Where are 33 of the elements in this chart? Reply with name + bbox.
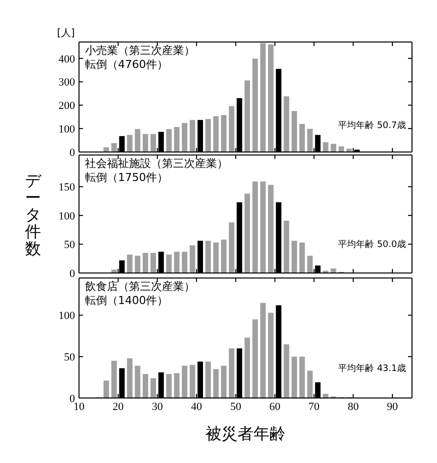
annotation: 平均年齢 50.0歳 [338,238,406,251]
y-tick-label: 0 [70,392,76,405]
x-tick-label: 80 [348,400,360,413]
x-tick-label: 90 [386,400,398,413]
y-tick-label: 50 [64,239,76,252]
y-tick-label: 0 [70,268,76,280]
y-tick-label: 400 [58,53,76,66]
x-tick-label: 10 [74,400,85,413]
y-tick-label: 100 [58,124,76,136]
y-tick-label: 50 [64,352,76,364]
y-tick-label: 150 [58,182,76,194]
text: 転倒（1750件） [85,171,169,185]
annotation: 平均年齢 43.1歳 [338,362,406,375]
x-tick-label: 70 [308,400,320,413]
y-axis-title: データ件数 [24,171,42,258]
chart-title: 小売業（第三次産業） [85,44,195,58]
text: [人] [57,27,75,40]
x-tick-label: 40 [191,400,203,413]
x-tick-label: 60 [269,400,281,413]
text: 転倒（1400件） [85,294,169,308]
y-tick-label: 300 [58,76,76,89]
annotation: 平均年齢 50.7歳 [338,120,406,132]
x-tick-label: 50 [230,400,242,413]
chart-title: 社会福祉施設（第三次産業） [85,157,228,171]
chart-title: 飲食店（第三次産業） [85,280,195,294]
y-tick-label: 0 [70,146,76,159]
x-tick-label: 20 [112,400,124,413]
y-tick-label: 100 [58,210,76,222]
x-tick-label: 30 [152,400,164,413]
y-tick-label: 200 [58,100,76,112]
text: 転倒（4760件） [85,58,169,72]
y-tick-label: 100 [58,310,76,322]
x-axis-title: 被災者年齢 [204,424,286,445]
